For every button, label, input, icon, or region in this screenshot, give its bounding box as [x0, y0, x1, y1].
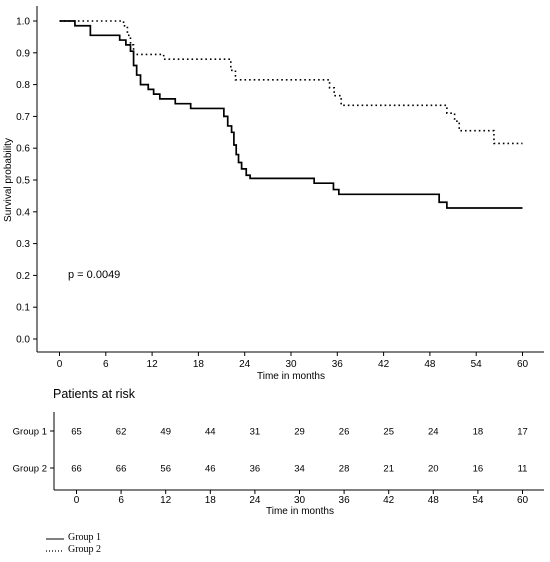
y-tick-label: 0.7 — [16, 112, 30, 123]
risk-cell: 31 — [250, 427, 261, 438]
risk-row-label-group-1: Group 1 — [13, 427, 47, 438]
risk-cell: 36 — [250, 464, 261, 475]
x-tick-label: 42 — [378, 359, 390, 370]
survival-curve-group-2 — [59, 20, 523, 145]
risk-x-tick-label: 0 — [74, 495, 80, 506]
risk-x-tick-label: 30 — [294, 495, 306, 506]
x-tick-label: 48 — [424, 359, 436, 370]
y-tick-label: 0.9 — [16, 48, 30, 59]
risk-cell: 11 — [518, 464, 528, 475]
risk-cell: 65 — [71, 427, 82, 438]
risk-cell: 46 — [205, 464, 216, 475]
y-axis-title: Survival probability — [3, 138, 14, 222]
x-axis-title: Time in months — [257, 371, 325, 382]
x-tick-label: 30 — [285, 359, 297, 370]
x-tick-label: 24 — [239, 359, 251, 370]
risk-x-tick-label: 48 — [428, 495, 440, 506]
risk-table-title: Patients at risk — [53, 387, 136, 401]
y-tick-label: 0.1 — [16, 303, 30, 314]
y-tick-label: 0.5 — [16, 176, 30, 187]
risk-cell: 17 — [517, 427, 528, 438]
y-tick-label: 0.2 — [16, 271, 30, 282]
risk-cell: 16 — [473, 464, 484, 475]
risk-cell: 21 — [383, 464, 394, 475]
risk-x-tick-label: 6 — [118, 495, 124, 506]
risk-cell: 49 — [160, 427, 171, 438]
risk-cell: 26 — [339, 427, 350, 438]
risk-x-tick-label: 60 — [517, 495, 529, 506]
y-tick-label: 0.6 — [16, 144, 30, 155]
legend: Group 1 Group 2 — [46, 532, 101, 555]
x-tick-label: 54 — [471, 359, 483, 370]
risk-x-tick-label: 12 — [160, 495, 172, 506]
risk-cell: 34 — [294, 464, 305, 475]
risk-cell: 66 — [71, 464, 82, 475]
risk-x-axis-title: Time in months — [266, 506, 334, 517]
y-tick-label: 0.3 — [16, 239, 30, 250]
risk-cell: 62 — [116, 427, 127, 438]
risk-cell: 66 — [116, 464, 127, 475]
risk-cell: 25 — [383, 427, 394, 438]
risk-cell: 56 — [160, 464, 171, 475]
risk-cell: 24 — [428, 427, 439, 438]
x-tick-label: 18 — [193, 359, 205, 370]
survival-curve-group-1 — [59, 20, 523, 209]
survival-plot: 0.0 0.1 0.2 0.3 0.4 0.5 0.6 0.7 0.8 0.9 1.0 0 6 12 18… — [3, 6, 544, 382]
legend-label-group-2: Group 2 — [68, 544, 101, 555]
risk-row-label-group-2: Group 2 — [13, 464, 47, 475]
y-tick-label: 1.0 — [16, 17, 30, 28]
risk-table: Patients at risk Group 1 65 62 49 44 31 29 26 25… — [13, 387, 544, 517]
risk-x-tick-label: 18 — [205, 495, 217, 506]
x-tick-label: 12 — [147, 359, 159, 370]
survival-curves — [59, 20, 523, 209]
risk-cell: 29 — [294, 427, 305, 438]
risk-x-tick-label: 54 — [472, 495, 484, 506]
p-value-annotation: p = 0.0049 — [68, 269, 120, 281]
risk-table-rows: Group 1 65 62 49 44 31 29 26 25 24 18 17 Group 2 66 66… — [13, 427, 528, 475]
x-tick-label: 6 — [103, 359, 109, 370]
y-tick-label: 0.0 — [16, 335, 30, 346]
x-axis-ticks: 0 6 12 18 24 30 36 42 48 54 60 — [57, 352, 529, 370]
risk-table-x-ticks: 0 6 12 18 24 30 36 42 48 54 60 — [74, 490, 529, 506]
legend-label-group-1: Group 1 — [68, 532, 101, 543]
risk-cell: 44 — [205, 427, 216, 438]
risk-cell: 28 — [339, 464, 350, 475]
x-tick-label: 36 — [332, 359, 344, 370]
risk-cell: 20 — [428, 464, 439, 475]
x-tick-label: 0 — [57, 359, 63, 370]
risk-x-tick-label: 42 — [383, 495, 395, 506]
y-tick-label: 0.8 — [16, 80, 30, 91]
y-tick-label: 0.4 — [16, 207, 30, 218]
risk-x-tick-label: 36 — [339, 495, 351, 506]
x-tick-label: 60 — [517, 359, 529, 370]
risk-x-tick-label: 24 — [249, 495, 261, 506]
y-axis-ticks: 0.0 0.1 0.2 0.3 0.4 0.5 0.6 0.7 0.8 0.9 1.0 — [16, 17, 37, 346]
risk-cell: 18 — [473, 427, 484, 438]
